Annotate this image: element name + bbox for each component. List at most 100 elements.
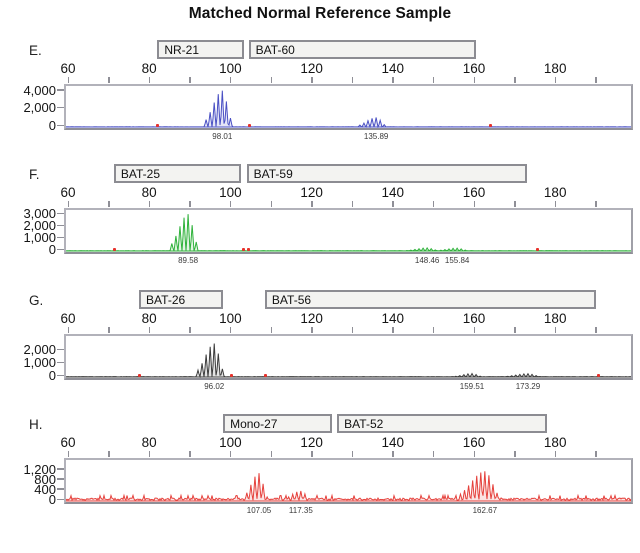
- y-tick-mark: [57, 361, 64, 364]
- size-standard-dot: [230, 374, 234, 377]
- x-tick-mark: [229, 451, 232, 457]
- peak-size-label: 117.35: [288, 506, 313, 515]
- x-tick-mark: [108, 451, 110, 457]
- y-tick-mark: [57, 468, 64, 470]
- peak-size-label: 173.29: [515, 382, 541, 391]
- x-tick-label: 160: [462, 435, 486, 450]
- marker-box-bat-26: BAT-26: [139, 290, 224, 309]
- x-tick-mark: [514, 451, 516, 457]
- peak-size-label: 89.58: [178, 256, 199, 265]
- marker-label: BAT-26: [146, 293, 186, 307]
- x-tick-mark: [67, 451, 69, 457]
- y-tick-label: 0: [48, 242, 56, 257]
- panel-G: G. BAT-26 BAT-56 60 80 100 120 140 160 180 0 1,000…: [0, 290, 640, 408]
- x-tick-label: 80: [141, 185, 157, 200]
- size-standard-dot: [489, 124, 493, 127]
- plot-box: [64, 334, 633, 380]
- y-tick-label: 2,000: [23, 100, 56, 116]
- x-tick-label: 100: [219, 435, 242, 450]
- plot-box: [64, 458, 633, 504]
- x-tick-label: 180: [543, 61, 567, 76]
- peak-size-label: 96.02: [204, 382, 225, 391]
- y-tick-label: 2,000: [23, 218, 56, 233]
- marker-box-nr-21: NR-21: [157, 40, 244, 59]
- y-tick-mark: [57, 478, 64, 480]
- x-tick-mark: [514, 327, 516, 333]
- x-tick-mark: [189, 201, 191, 207]
- x-tick-mark: [311, 77, 313, 83]
- x-tick-label: 140: [381, 311, 405, 326]
- trace-E: [66, 90, 631, 128]
- x-tick-mark: [595, 451, 597, 457]
- marker-box-mono-27: Mono-27: [223, 414, 332, 433]
- peak-size-label: 159.51: [459, 382, 485, 391]
- x-tick-label: 160: [462, 185, 486, 200]
- panel-H: H. Mono-27 BAT-52 60 80 100 120 140 160 180 0 400 8…: [0, 414, 640, 532]
- x-tick-mark: [229, 77, 232, 83]
- x-tick-label: 160: [462, 61, 486, 76]
- y-tick-mark: [57, 374, 64, 376]
- x-tick-label: 80: [141, 435, 157, 450]
- x-tick-label: 80: [141, 61, 157, 76]
- marker-box-bat-56: BAT-56: [264, 290, 596, 309]
- panel-letter: H.: [29, 417, 43, 432]
- y-tick-mark: [57, 212, 64, 214]
- x-tick-mark: [148, 201, 151, 207]
- x-tick-mark: [351, 451, 354, 457]
- size-standard-dot: [247, 248, 251, 251]
- x-tick-mark: [67, 77, 69, 83]
- plot-box: [64, 208, 633, 254]
- y-tick-label: 0: [48, 492, 56, 507]
- x-tick-label: 180: [543, 311, 567, 326]
- x-tick-mark: [351, 77, 354, 83]
- peak-size-label: 107.05: [246, 506, 272, 515]
- x-tick-mark: [473, 201, 475, 207]
- size-standard-dot: [138, 374, 142, 377]
- x-tick-mark: [229, 327, 232, 333]
- size-standard-dot: [596, 374, 600, 377]
- peak-size-label: 148.46: [414, 256, 440, 265]
- marker-label: Mono-27: [230, 417, 278, 431]
- y-tick-mark: [57, 106, 64, 109]
- x-tick-label: 120: [300, 311, 323, 326]
- x-tick-label: 100: [219, 311, 242, 326]
- marker-box-bat-25: BAT-25: [113, 164, 241, 183]
- panel-E: E. NR-21 BAT-60 60 80 100 120 140 160 180 0 2,000 4…: [0, 40, 640, 158]
- plot-box: [64, 84, 633, 130]
- x-tick-mark: [311, 327, 313, 333]
- x-tick-mark: [514, 77, 516, 83]
- x-tick-label: 120: [300, 61, 323, 76]
- x-tick-mark: [189, 451, 191, 457]
- trace-F: [66, 214, 631, 252]
- x-tick-mark: [351, 327, 354, 333]
- x-tick-label: 180: [543, 435, 567, 450]
- x-tick-mark: [432, 77, 435, 83]
- x-tick-mark: [473, 77, 475, 83]
- marker-label: BAT-25: [120, 167, 161, 181]
- y-tick-label: 800: [34, 471, 56, 487]
- x-tick-mark: [432, 451, 435, 457]
- x-tick-mark: [189, 77, 191, 83]
- marker-box-bat-52: BAT-52: [337, 414, 548, 433]
- x-tick-mark: [351, 201, 354, 207]
- x-tick-label: 60: [60, 311, 76, 326]
- trace-path: [66, 471, 631, 502]
- x-tick-mark: [595, 77, 597, 83]
- marker-label: BAT-52: [344, 417, 384, 431]
- marker-label: BAT-56: [271, 293, 312, 307]
- trace-path: [66, 343, 631, 378]
- peak-size-label: 155.84: [444, 256, 470, 265]
- panel-letter: F.: [29, 167, 40, 182]
- x-tick-mark: [554, 327, 557, 333]
- trace-G: [66, 343, 631, 378]
- marker-box-bat-60: BAT-60: [248, 40, 477, 59]
- figure-title: Matched Normal Reference Sample: [188, 5, 452, 22]
- x-tick-mark: [270, 327, 272, 333]
- y-tick-label: 3,000: [23, 206, 56, 221]
- x-tick-label: 140: [381, 435, 405, 450]
- x-tick-mark: [595, 327, 597, 333]
- x-tick-mark: [473, 327, 475, 333]
- x-tick-mark: [473, 451, 475, 457]
- x-tick-label: 80: [141, 311, 157, 326]
- panel-letter: G.: [29, 293, 44, 308]
